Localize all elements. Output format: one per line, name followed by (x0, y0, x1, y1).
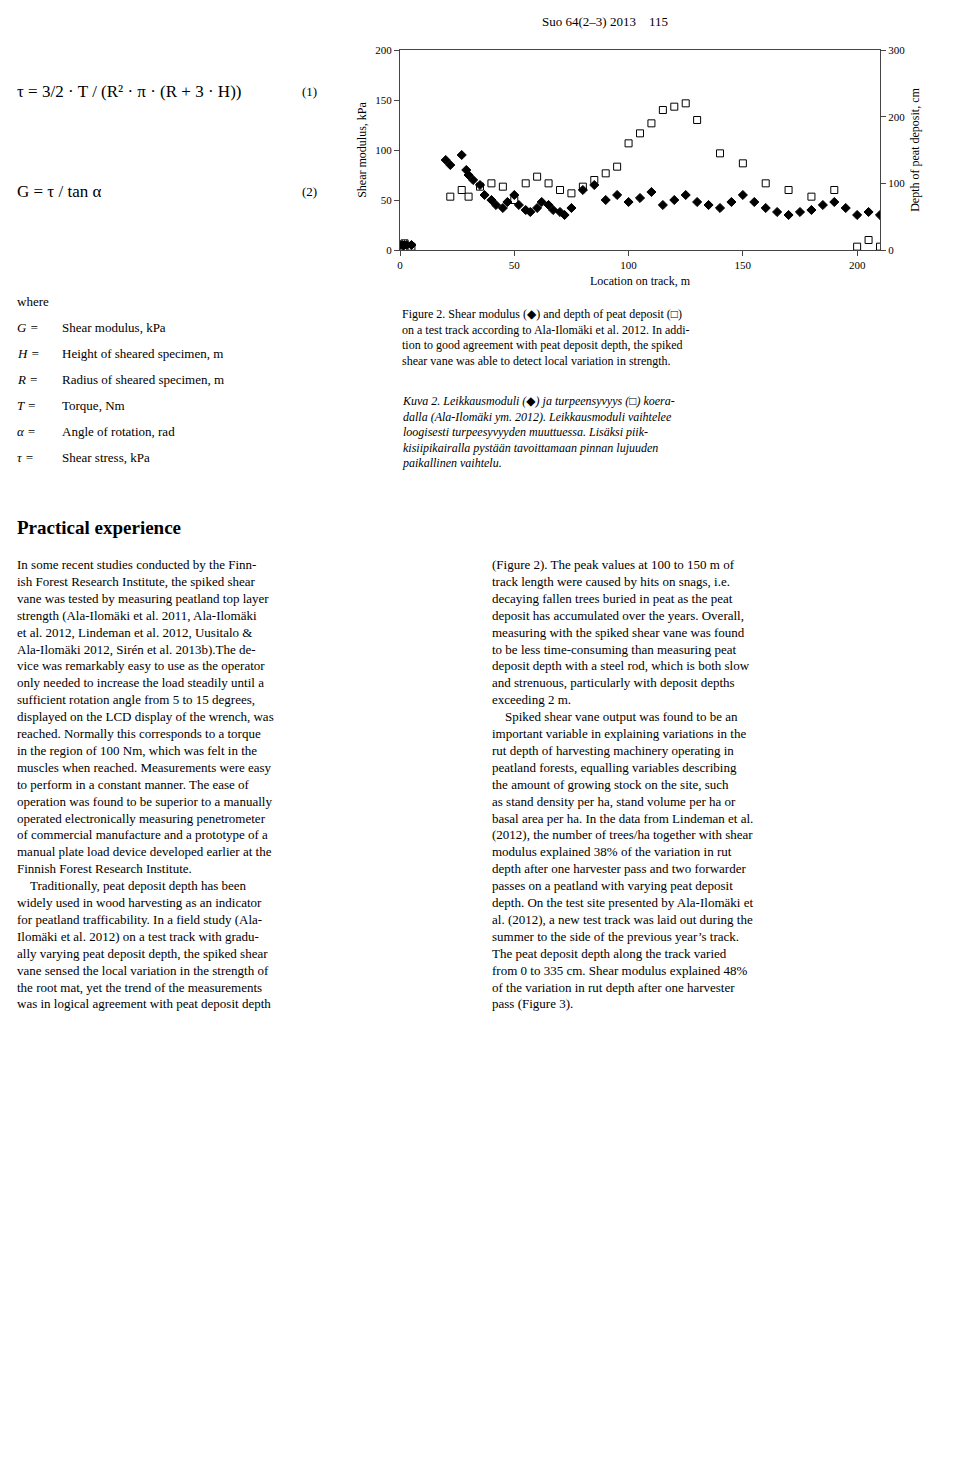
svg-text:50: 50 (509, 259, 521, 271)
svg-text:(2): (2) (302, 184, 317, 199)
svg-text:Shear modulus, kPa: Shear modulus, kPa (62, 320, 166, 335)
svg-text:0: 0 (397, 259, 403, 271)
svg-text:Torque, Nm: Torque, Nm (62, 398, 125, 413)
svg-text:T =: T = (17, 398, 36, 413)
svg-text:200: 200 (888, 111, 905, 123)
svg-text:Height of sheared specimen, m: Height of sheared specimen, m (62, 346, 223, 361)
svg-text:0: 0 (888, 244, 894, 256)
svg-text:Angle of rotation, rad: Angle of rotation, rad (62, 424, 175, 439)
svg-text:150: 150 (375, 94, 392, 106)
svg-text:Shear modulus, kPa: Shear modulus, kPa (355, 102, 369, 198)
svg-text:G =: G = (17, 320, 38, 335)
svg-text:Shear stress, kPa: Shear stress, kPa (62, 450, 150, 465)
svg-text:Radius of sheared specimen, m: Radius of sheared specimen, m (62, 372, 224, 387)
svg-text:α =: α = (17, 424, 36, 439)
svg-text:100: 100 (620, 259, 637, 271)
svg-text:H =: H = (17, 346, 39, 361)
svg-text:0: 0 (386, 244, 392, 256)
svg-text:(Figure 2). The peak values at: (Figure 2). The peak values at 100 to 15… (492, 557, 753, 1011)
svg-text:Suo 64(2–3) 2013 115: Suo 64(2–3) 2013 115 (542, 14, 668, 29)
svg-text:200: 200 (375, 44, 392, 56)
svg-text:Practical experience: Practical experience (17, 517, 181, 538)
svg-text:τ =: τ = (17, 450, 34, 465)
svg-text:In some recent studies conduct: In some recent studies conducted by the … (17, 557, 274, 1011)
svg-text:G = τ / tan α: G = τ / tan α (17, 182, 101, 201)
svg-text:Depth of peat deposit, cm: Depth of peat deposit, cm (908, 88, 922, 212)
svg-text:τ = 3/2 · T / (R² · π · (R + 3: τ = 3/2 · T / (R² · π · (R + 3 · H)) (17, 82, 241, 101)
svg-text:150: 150 (735, 259, 752, 271)
svg-text:50: 50 (381, 194, 393, 206)
svg-text:Kuva 2. Leikkausmoduli (◆) ja: Kuva 2. Leikkausmoduli (◆) ja turpeensyv… (402, 394, 675, 470)
svg-text:(1): (1) (302, 84, 317, 99)
svg-text:200: 200 (849, 259, 866, 271)
svg-text:where: where (17, 294, 49, 309)
svg-text:100: 100 (375, 144, 392, 156)
svg-text:R =: R = (17, 372, 38, 387)
svg-text:100: 100 (888, 177, 905, 189)
svg-text:Figure 2. Shear modulus (◆) an: Figure 2. Shear modulus (◆) and depth of… (402, 307, 690, 368)
svg-text:Location on track, m: Location on track, m (590, 274, 691, 288)
svg-text:300: 300 (888, 44, 905, 56)
